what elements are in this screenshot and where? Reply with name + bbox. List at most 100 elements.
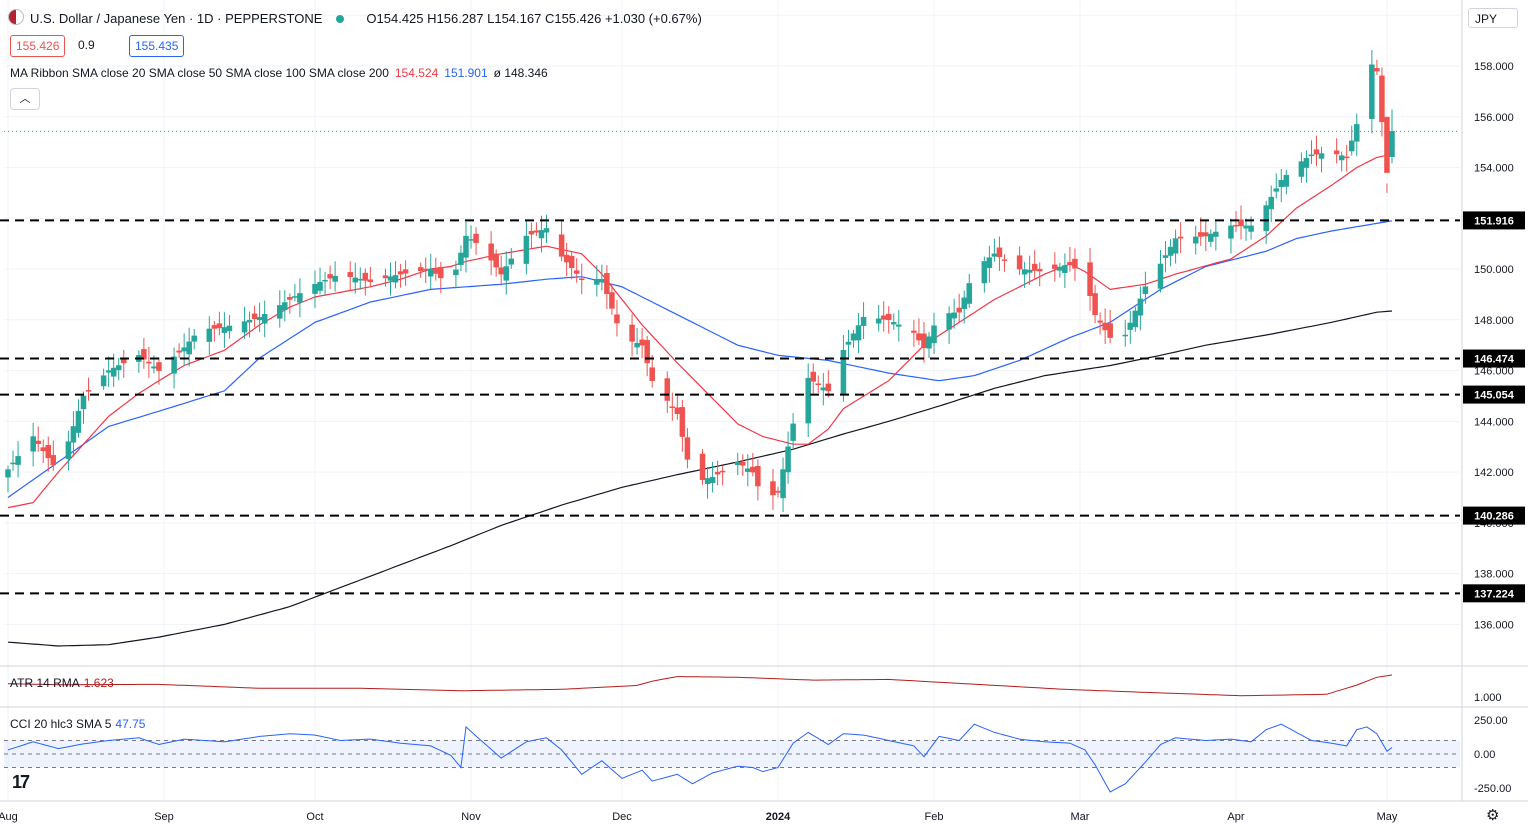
currency-selector[interactable]: JPY	[1468, 8, 1518, 28]
x-tick-label: Aug	[0, 811, 18, 823]
candle-body-up	[387, 276, 394, 281]
symbol-title[interactable]: U.S. Dollar / Japanese Yen · 1D · PEPPER…	[30, 11, 323, 26]
candle-body-up	[845, 341, 852, 345]
candle-body-up	[1122, 334, 1129, 337]
level-label: 146.474	[1474, 354, 1515, 366]
cci-tick-label: 250.00	[1474, 715, 1508, 727]
candle-body-down	[1016, 255, 1023, 270]
candle-body-up	[206, 328, 213, 342]
candle-body-up	[1192, 236, 1199, 244]
level-label: 151.916	[1474, 215, 1514, 227]
candle-body-up	[785, 446, 791, 473]
candle-body-down	[433, 268, 439, 274]
candle-body-down	[1203, 232, 1209, 237]
candle-body-down	[609, 292, 615, 309]
cci-tick-label: 0.00	[1474, 749, 1495, 761]
candle-body-up	[961, 297, 967, 309]
candle-body-up	[1026, 269, 1033, 273]
candle-body-down	[473, 233, 479, 244]
candle-body-down	[1087, 262, 1093, 296]
spread-value: 0.9	[78, 38, 95, 52]
candle-body-down	[176, 350, 182, 353]
candle-body-down	[347, 272, 353, 277]
candle-body-up	[745, 468, 751, 472]
candle-body-down	[402, 269, 409, 274]
candle-body-down	[719, 470, 726, 473]
candle-body-down	[1374, 67, 1380, 72]
candle-body-up	[468, 239, 474, 241]
cci-tick-label: -250.00	[1474, 783, 1511, 795]
candle-body-down	[1379, 75, 1385, 123]
candle-body-up	[352, 277, 359, 283]
atr-legend[interactable]: ATR 14 RMA 1.623	[10, 676, 114, 690]
ma50-value: 151.901	[444, 66, 488, 80]
candle-body-up	[1062, 265, 1068, 274]
candle-body-up	[357, 278, 364, 281]
candle-body-down	[1343, 156, 1350, 159]
candle-body-up	[10, 462, 16, 465]
candle-body-up	[1318, 153, 1325, 159]
candle-body-down	[573, 270, 580, 274]
candle-body-down	[770, 481, 776, 496]
candle-body-up	[1354, 124, 1360, 142]
candle-body-up	[986, 257, 993, 269]
ohlc-values: O154.425 H156.287 L154.167 C155.426 +1.0…	[366, 11, 702, 26]
candle-body-up	[850, 333, 857, 341]
candle-body-up	[1127, 322, 1134, 330]
candle-body-down	[815, 383, 822, 385]
candle-body-down	[1238, 219, 1244, 227]
candle-body-up	[780, 469, 786, 499]
candle-body-up	[991, 253, 998, 257]
candle-body-up	[1137, 298, 1144, 316]
candle-body-down	[563, 254, 570, 263]
candle-body-down	[498, 267, 504, 275]
candle-body-down	[1198, 232, 1204, 237]
candle-body-up	[538, 230, 545, 239]
candle-body-up	[65, 441, 72, 459]
candle-body-up	[820, 387, 827, 391]
sell-price-button[interactable]: 155.426	[10, 35, 66, 57]
candle-body-up	[860, 317, 867, 326]
candle-body-up	[1248, 225, 1254, 232]
candle-body-down	[644, 340, 650, 364]
candle-body-down	[699, 453, 706, 480]
y-tick-label: 154.000	[1474, 163, 1514, 175]
candle-body-down	[45, 445, 52, 459]
candle-body-up	[709, 476, 716, 484]
x-tick-label: Nov	[461, 811, 481, 823]
candle-body-up	[1338, 155, 1345, 161]
candle-body-up	[594, 278, 600, 285]
candle-body-up	[15, 456, 21, 465]
candle-body-up	[704, 478, 711, 484]
collapse-legend-button[interactable]: ︿	[10, 88, 40, 110]
candle-body-up	[875, 318, 882, 324]
candle-body-up	[503, 266, 509, 281]
buy-price-button[interactable]: 155.435	[129, 35, 185, 57]
level-label-box	[1463, 584, 1525, 603]
candle-body-up	[1142, 286, 1149, 295]
candle-body-down	[1097, 320, 1103, 323]
candle-body-up	[1228, 225, 1234, 239]
gear-icon[interactable]: ⚙	[1486, 807, 1500, 824]
candle-body-up	[1298, 161, 1305, 177]
candle-body-down	[211, 325, 218, 329]
candle-body-down	[146, 361, 152, 364]
atr-line	[7, 674, 1393, 697]
ma-ribbon-legend[interactable]: MA Ribbon SMA close 20 SMA close 50 SMA …	[10, 66, 548, 80]
candle-body-up	[1273, 188, 1279, 192]
candle-body-up	[951, 312, 957, 319]
candle-body-up	[1172, 238, 1179, 254]
legend-header: U.S. Dollar / Japanese Yen · 1D · PEPPER…	[8, 9, 702, 26]
candle-body-up	[191, 335, 197, 342]
candle-body-down	[956, 307, 962, 313]
candle-body-up	[70, 426, 77, 443]
candle-body-up	[634, 343, 640, 348]
candle-body-up	[1157, 263, 1164, 289]
candle-body-down	[1031, 263, 1038, 271]
cci-legend[interactable]: CCI 20 hlc3 SMA 5 47.75	[10, 717, 145, 731]
tradingview-logo[interactable]: 17	[12, 772, 30, 792]
y-tick-label: 144.000	[1474, 416, 1514, 428]
usd-jpy-flag-icon	[8, 9, 24, 25]
